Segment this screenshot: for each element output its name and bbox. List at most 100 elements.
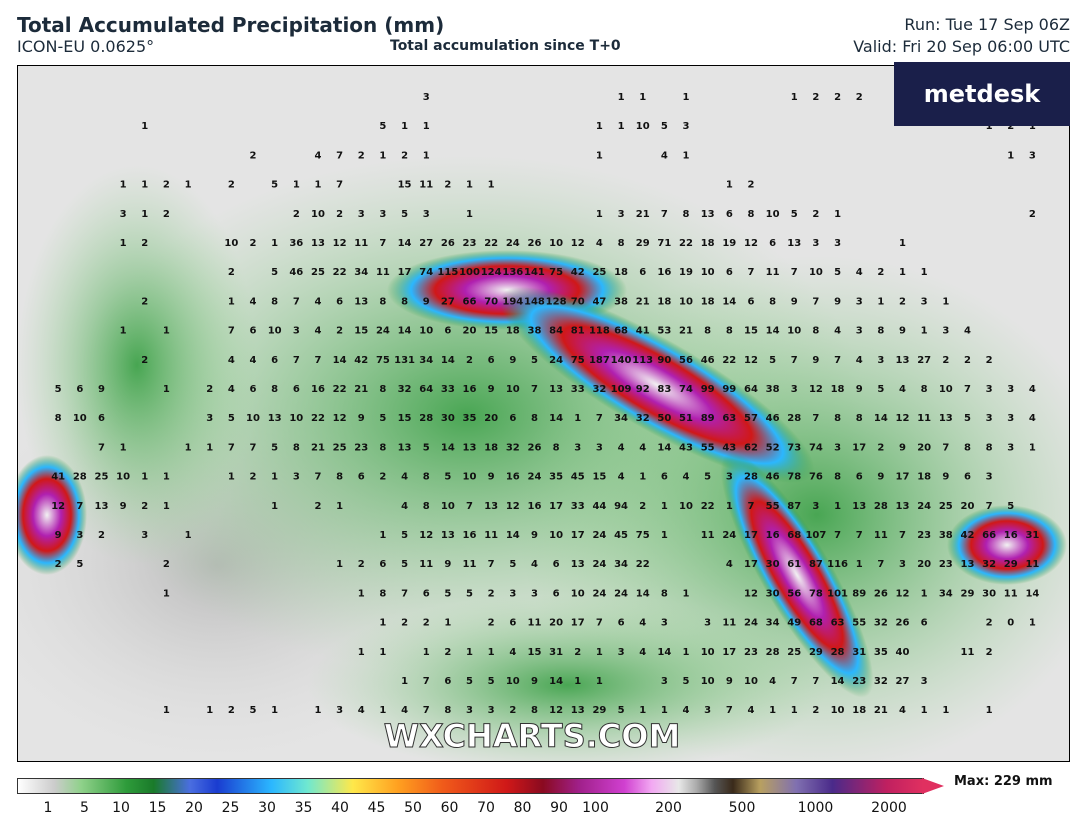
precip-value: 22 xyxy=(701,501,715,512)
precip-value: 12 xyxy=(333,238,347,249)
precip-value: 99 xyxy=(722,384,736,395)
precip-value: 22 xyxy=(722,355,736,366)
precip-value: 3 xyxy=(834,238,841,249)
precip-value: 2 xyxy=(206,384,213,395)
precip-value: 3 xyxy=(141,530,148,541)
precip-value: 8 xyxy=(964,442,971,453)
precip-value: 7 xyxy=(964,384,971,395)
colorbar-tick: 20 xyxy=(185,800,203,816)
precip-value: 28 xyxy=(831,647,845,658)
precip-value: 1 xyxy=(141,472,148,483)
precip-value: 7 xyxy=(942,442,949,453)
precip-value: 9 xyxy=(812,355,819,366)
precip-value: 2 xyxy=(834,92,841,103)
precip-value: 17 xyxy=(852,442,866,453)
precip-value: 1 xyxy=(488,180,495,191)
precip-value: 2 xyxy=(401,150,408,161)
precip-value: 1 xyxy=(942,705,949,716)
precip-value: 8 xyxy=(877,326,884,337)
precip-value: 18 xyxy=(506,326,520,337)
precip-value: 8 xyxy=(618,238,625,249)
logo-text: metdesk xyxy=(923,80,1041,108)
precip-value: 61 xyxy=(787,559,801,570)
precip-value: 1 xyxy=(163,705,170,716)
precip-value: 10 xyxy=(701,676,715,687)
precip-value: 28 xyxy=(874,501,888,512)
precip-value: 1 xyxy=(639,705,646,716)
precip-value: 187 xyxy=(589,355,610,366)
precip-value: 109 xyxy=(611,384,632,395)
precip-value: 1 xyxy=(834,501,841,512)
precip-value: 5 xyxy=(704,472,711,483)
precip-value: 1 xyxy=(336,559,343,570)
precip-value: 1 xyxy=(163,384,170,395)
precip-value: 24 xyxy=(614,588,628,599)
precip-value: 1 xyxy=(401,121,408,132)
precip-value: 10 xyxy=(506,676,520,687)
colorbar-tick: 200 xyxy=(655,800,682,816)
precip-value: 9 xyxy=(423,296,430,307)
precip-value: 8 xyxy=(379,296,386,307)
precip-value: 24 xyxy=(376,326,390,337)
precip-value: 7 xyxy=(401,588,408,599)
precip-value: 20 xyxy=(484,413,498,424)
precip-value: 4 xyxy=(509,647,516,658)
precip-value: 1 xyxy=(639,472,646,483)
precip-value: 1 xyxy=(596,209,603,220)
precip-value: 35 xyxy=(549,472,563,483)
precip-value: 14 xyxy=(398,326,412,337)
precip-value: 7 xyxy=(791,355,798,366)
precip-value: 51 xyxy=(679,413,693,424)
precip-value: 24 xyxy=(592,559,606,570)
precip-value: 6 xyxy=(271,355,278,366)
precip-value: 3 xyxy=(293,326,300,337)
precip-value: 8 xyxy=(336,472,343,483)
precip-value: 1 xyxy=(574,413,581,424)
precip-value: 1 xyxy=(618,92,625,103)
precip-value: 7 xyxy=(314,472,321,483)
precip-value: 32 xyxy=(874,676,888,687)
precip-value: 46 xyxy=(766,472,780,483)
max-label: Max: 229 mm xyxy=(954,774,1053,789)
precip-value: 3 xyxy=(986,472,993,483)
precip-value: 28 xyxy=(73,472,87,483)
precip-value: 45 xyxy=(614,530,628,541)
precip-value: 5 xyxy=(466,588,473,599)
precip-value: 1 xyxy=(921,326,928,337)
precip-value: 3 xyxy=(1007,442,1014,453)
precip-value: 3 xyxy=(509,588,516,599)
precip-value: 7 xyxy=(423,705,430,716)
precip-value: 1 xyxy=(942,296,949,307)
precip-value: 6 xyxy=(250,326,257,337)
precip-value: 1 xyxy=(336,501,343,512)
colorbar-tick: 2000 xyxy=(871,800,907,816)
precip-value: 9 xyxy=(899,326,906,337)
precip-value: 27 xyxy=(917,355,931,366)
precip-value: 24 xyxy=(592,530,606,541)
precip-value: 14 xyxy=(549,676,563,687)
precip-value: 4 xyxy=(250,296,257,307)
precip-value: 23 xyxy=(463,238,477,249)
precip-value: 4 xyxy=(856,267,863,278)
precip-value: 66 xyxy=(463,296,477,307)
precip-value: 8 xyxy=(986,442,993,453)
colorbar-tick: 80 xyxy=(513,800,532,816)
precip-value: 11 xyxy=(419,559,433,570)
precip-value: 4 xyxy=(683,705,690,716)
precip-value: 2 xyxy=(141,238,148,249)
colorbar xyxy=(17,778,924,794)
shade xyxy=(720,452,874,698)
precip-value: 33 xyxy=(571,501,585,512)
precip-value: 11 xyxy=(766,267,780,278)
precip-value: 7 xyxy=(747,501,754,512)
precip-value: 1 xyxy=(185,442,192,453)
precip-value: 2 xyxy=(639,501,646,512)
precip-value: 22 xyxy=(333,384,347,395)
precip-value: 55 xyxy=(766,501,780,512)
precip-value: 2 xyxy=(444,180,451,191)
precip-value: 10 xyxy=(289,413,303,424)
colorbar-tick: 70 xyxy=(477,800,495,816)
precip-value: 4 xyxy=(1029,413,1036,424)
precip-value: 1 xyxy=(271,705,278,716)
precip-value: 8 xyxy=(834,472,841,483)
